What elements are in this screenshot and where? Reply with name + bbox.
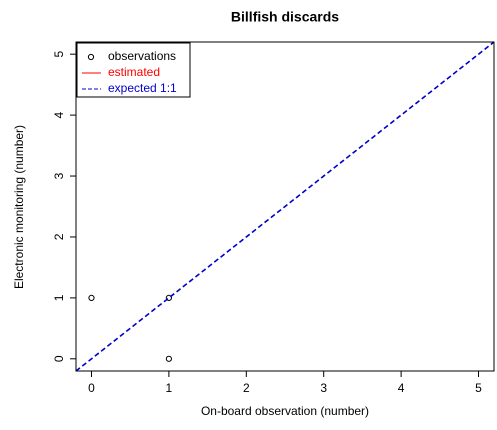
y-axis-label: Electronic monitoring (number) [12, 125, 26, 289]
legend-symbol [87, 53, 95, 61]
point [165, 355, 172, 362]
y-tick-label: 3 [52, 172, 66, 179]
y-tick-label: 0 [52, 355, 66, 362]
point [165, 294, 172, 301]
y-tick-label: 4 [52, 111, 66, 118]
chart-title: Billfish discards [231, 9, 339, 25]
x-tick-label: 0 [88, 381, 95, 395]
y-tick-label: 1 [52, 294, 66, 301]
y-tick-label: 5 [52, 51, 66, 58]
legend-label: observations [108, 49, 176, 63]
point [88, 294, 95, 301]
x-tick-label: 5 [475, 381, 482, 395]
legend-label: estimated [108, 65, 160, 79]
series-line [76, 42, 494, 371]
x-tick-label: 4 [398, 381, 405, 395]
legend-box [76, 42, 191, 98]
y-tick-label: 2 [52, 233, 66, 240]
x-tick-label: 2 [243, 381, 250, 395]
x-tick-label: 3 [320, 381, 327, 395]
x-tick-label: 1 [166, 381, 173, 395]
plot-frame [75, 41, 495, 372]
x-axis-label: On-board observation (number) [201, 404, 369, 418]
legend-label: expected 1:1 [108, 81, 177, 95]
